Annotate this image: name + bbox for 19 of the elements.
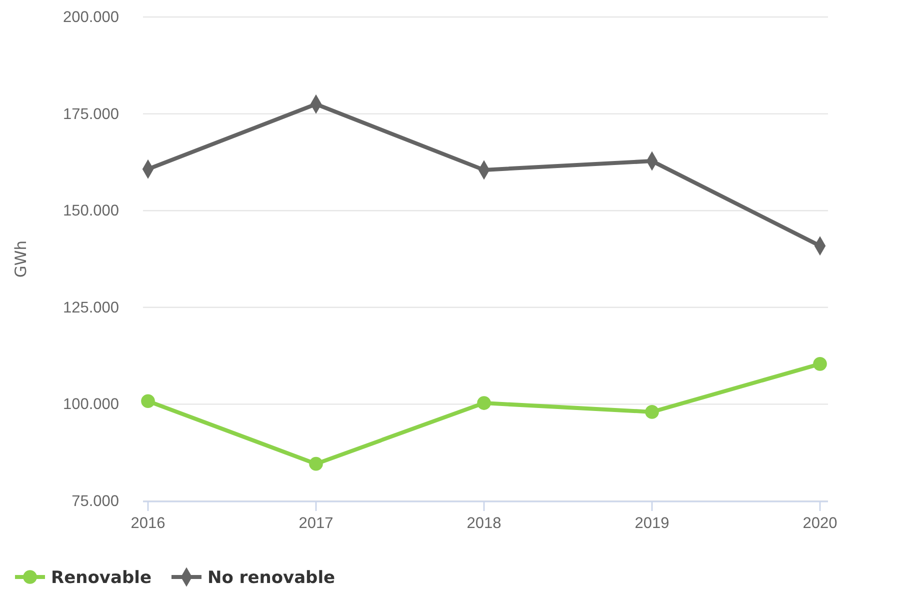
y-tick-label: 175.000 [62, 106, 120, 123]
point [477, 396, 491, 410]
point [813, 357, 827, 371]
y-axis-title: GWh [12, 240, 30, 278]
point [309, 456, 323, 471]
x-tick-label: 2016 [130, 515, 166, 532]
y-tick-label: 150.000 [62, 202, 120, 220]
x-tick-label: 2017 [298, 515, 334, 532]
y-tick-label: 125.000 [62, 299, 120, 316]
x-tick-label: 2019 [634, 515, 670, 532]
point [141, 394, 155, 408]
legend-label: No renovable [207, 568, 336, 588]
y-tick-label: 75.000 [72, 492, 120, 510]
x-tick-label: 2020 [802, 515, 838, 532]
legend-label: Renovable [51, 568, 152, 588]
y-tick-label: 200.000 [62, 8, 120, 26]
y-tick-label: 100.000 [62, 396, 120, 414]
point [645, 405, 659, 419]
x-tick-label: 2018 [466, 515, 502, 532]
